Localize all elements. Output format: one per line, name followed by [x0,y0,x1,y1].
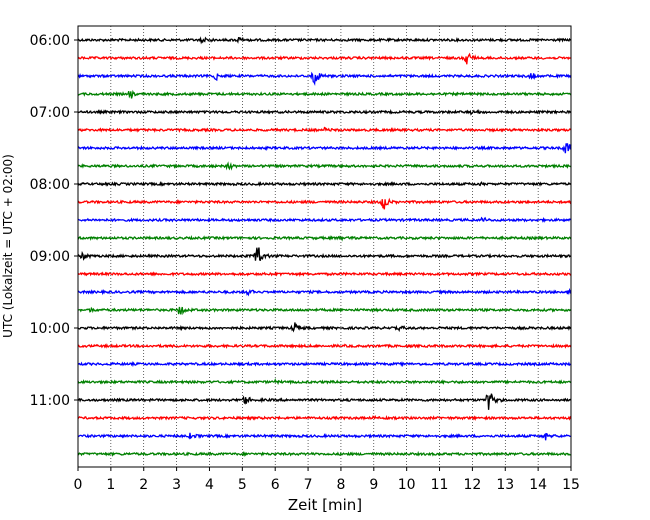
x-tick-label-0: 0 [74,477,83,493]
x-tick-label-12: 12 [463,477,481,493]
plot-frame [77,25,572,468]
trace-17 [77,343,572,349]
x-tick-label-2: 2 [139,477,148,493]
trace-15 [77,306,572,316]
y-axis-label: UTC (Lokalzeit = UTC + 02:00) [1,154,15,338]
y-tick-label-2: 08:00 [30,177,70,193]
x-tick-label-10: 10 [398,477,416,493]
trace-14 [77,287,572,297]
x-tick-label-9: 9 [369,477,378,493]
trace-6 [77,143,572,154]
x-tick-label-11: 11 [431,477,449,493]
x-tick-label-6: 6 [271,477,280,493]
y-tick-label-5: 11:00 [30,393,70,409]
trace-9 [77,197,572,210]
trace-21 [77,414,572,421]
y-tick-label-0: 06:00 [30,33,70,49]
trace-19 [77,377,572,386]
trace-16 [77,322,572,333]
x-tick-label-13: 13 [496,477,514,493]
trace-20 [77,393,572,410]
seismic-traces [77,36,572,457]
x-tick-label-1: 1 [106,477,115,493]
trace-4 [77,108,572,116]
x-axis-label: Zeit [min] [288,496,362,514]
x-tick-label-7: 7 [304,477,313,493]
trace-3 [78,89,572,99]
trace-2 [77,71,572,87]
x-tick-label-8: 8 [336,477,345,493]
x-tick-label-4: 4 [205,477,214,493]
trace-7 [77,161,572,171]
y-tick-label-1: 07:00 [30,105,70,121]
trace-18 [77,360,572,368]
x-tick-label-15: 15 [562,477,580,493]
y-tick-label-4: 10:00 [30,321,70,337]
trace-0 [77,36,572,45]
x-tick-label-5: 5 [238,477,247,493]
trace-12 [77,247,572,261]
trace-1 [77,52,572,65]
x-tick-label-14: 14 [529,477,547,493]
y-tick-label-3: 09:00 [30,249,70,265]
trace-11 [77,235,572,242]
trace-23 [77,450,572,457]
trace-10 [77,216,572,223]
y-axis: 06:00 07:00 08:00 09:00 10:00 11:00 [30,33,78,409]
x-axis: 0 1 2 3 4 5 6 7 8 9 10 11 12 13 14 15 [74,467,580,493]
trace-22 [77,432,572,441]
trace-5 [77,126,572,133]
trace-13 [77,271,571,277]
trace-8 [77,181,572,187]
x-tick-label-3: 3 [172,477,181,493]
